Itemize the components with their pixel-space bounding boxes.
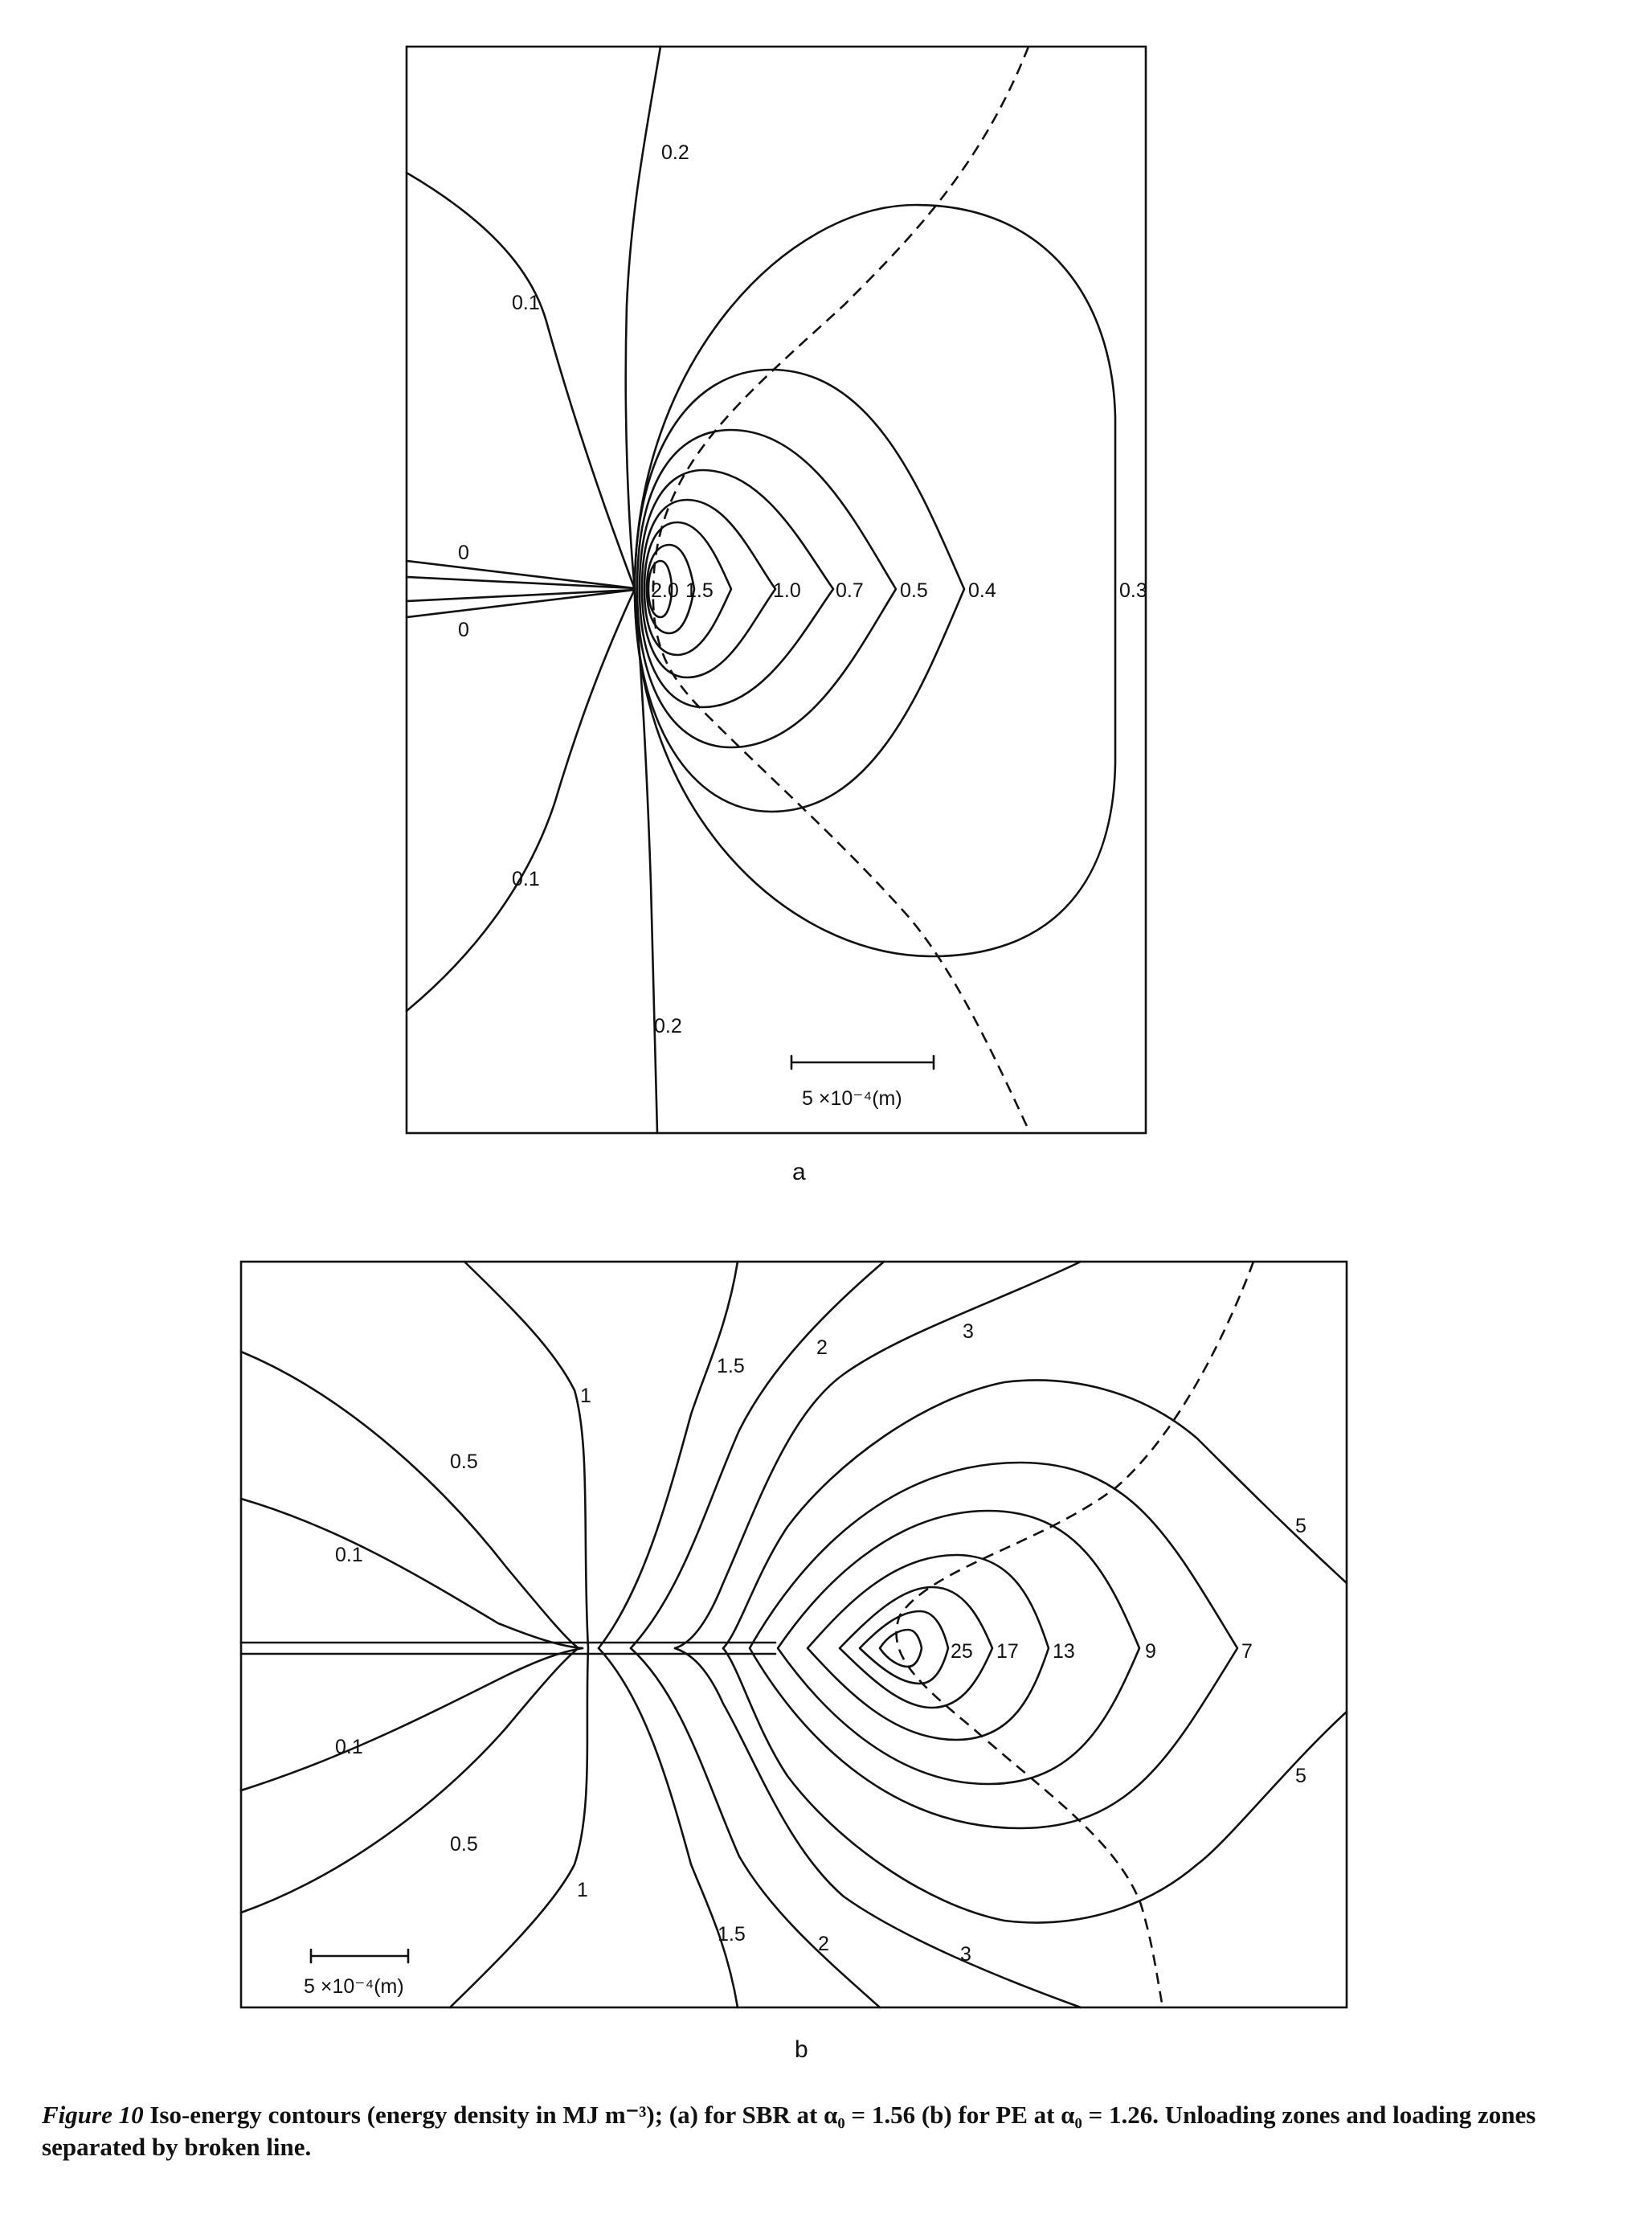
figure-a-label-1.5: 1.5 — [685, 579, 714, 602]
figure-a-contour-0.2-top — [624, 45, 662, 591]
figure-b-frame — [239, 1260, 1348, 2009]
figure-a-scale-label: 5 ×10⁻⁴(m) — [802, 1087, 902, 1110]
figure-b-contour-inner — [878, 1628, 923, 1668]
figure-a-label-2.0: 2.0 — [651, 579, 679, 602]
figure-a-contour-2.0 — [645, 543, 696, 635]
figure-a-contour-0-top — [405, 575, 636, 590]
figure-b: 1 1.5 2 3 0.5 0.1 5 25 17 13 9 7 0.1 0.5… — [239, 1260, 1348, 2063]
figure-b-label-2-top: 2 — [816, 1336, 828, 1359]
caption-figure-label: Figure 10 — [42, 2101, 144, 2129]
figure-b-scale-label: 5 ×10⁻⁴(m) — [304, 1975, 404, 1998]
figure-a-label-0.7: 0.7 — [836, 579, 864, 602]
figure-a-label-0.1-top: 0.1 — [512, 292, 540, 314]
figure-b-contour-1-bottom — [448, 1647, 590, 2009]
figure-a-label-1.0: 1.0 — [773, 579, 801, 602]
figure-b-contour-9 — [776, 1509, 1141, 1786]
figure-b-contour-2-top — [629, 1260, 885, 1650]
figure-b-contour-3-top — [673, 1260, 1082, 1650]
figure-b-contour-25 — [858, 1610, 950, 1685]
figure-a-scale-bar — [790, 1054, 935, 1070]
figure-a-label-0.2-top: 0.2 — [661, 141, 689, 164]
figure-a-label-0.5: 0.5 — [900, 579, 928, 602]
figure-b-contour-0.5-top — [239, 1350, 580, 1650]
figure-a-contour-0.4 — [633, 368, 966, 813]
figure-a-label-0.3: 0.3 — [1119, 579, 1147, 602]
figure-a-crack-bottom — [405, 588, 636, 619]
figure-a-frame — [405, 45, 1147, 1135]
figure-b-label-0.5-top: 0.5 — [450, 1451, 478, 1473]
figure-b-contour-13 — [806, 1553, 1050, 1741]
figure-b-label-17: 17 — [996, 1640, 1019, 1663]
figure-b-label-5-top: 5 — [1295, 1515, 1306, 1537]
figure-b-contour-1.5-top — [597, 1260, 739, 1650]
figure-b-contour-0.1-top — [239, 1497, 584, 1650]
figure-b-contour-7 — [748, 1461, 1239, 1830]
figure-b-label-1-top: 1 — [580, 1385, 591, 1407]
figure-b-label-9: 9 — [1145, 1640, 1156, 1663]
figure-b-broken-line — [895, 1261, 1255, 2008]
figure-a-contour-0.7 — [638, 469, 835, 709]
figure-b-contour-3-bottom — [673, 1647, 1082, 2009]
figure-b-contour-2-bottom — [629, 1647, 881, 2009]
figure-b-label-1.5-top: 1.5 — [717, 1355, 745, 1377]
figure-b-label-2-bottom: 2 — [818, 1933, 829, 1955]
figure-b-label-1-bottom: 1 — [577, 1879, 588, 1901]
figure-a-contour-0.1-bottom — [405, 587, 636, 1013]
figure-b-label-25: 25 — [951, 1640, 973, 1663]
figure-a-contour-0.3 — [633, 203, 1117, 958]
figure-b-label-0.1-bottom: 0.1 — [335, 1736, 363, 1758]
figure-caption: Figure 10 Iso-energy contours (energy de… — [42, 2099, 1609, 2163]
figure-a-contour-1.5 — [643, 521, 733, 657]
figure-b-label-1.5-bottom: 1.5 — [718, 1923, 746, 1946]
figure-b-label-5-bottom: 5 — [1295, 1765, 1306, 1787]
figure-b-contour-5-bottom — [722, 1647, 1348, 1924]
figure-b-crack — [239, 1641, 777, 1655]
figure-a-label-0-top: 0 — [458, 542, 469, 564]
figure-a-crack-top — [405, 559, 636, 590]
figure-a-label-0.2-bottom: 0.2 — [654, 1015, 682, 1037]
caption-text: Iso-energy contours (energy density in M… — [42, 2101, 1536, 2161]
figure-a-contour-1.0 — [640, 498, 777, 679]
figure-a: 0.2 0.1 0 0 2.0 1.5 1.0 0.7 0.5 0.4 0.3 … — [405, 45, 1147, 1185]
figure-b-contour-0.5-bottom — [239, 1647, 580, 1914]
figure-a-contour-0-bottom — [405, 588, 636, 603]
figure-b-contour-1.5-bottom — [597, 1647, 739, 2009]
figure-b-contour-1-top — [463, 1260, 590, 1650]
figure-b-label-3-bottom: 3 — [960, 1943, 971, 1966]
figure-b-label-0.1-top: 0.1 — [335, 1544, 363, 1566]
figure-a-contour-0.1-top — [405, 171, 636, 591]
figure-b-contour-17 — [838, 1586, 994, 1709]
figure-b-label-3-top: 3 — [963, 1320, 974, 1343]
figure-b-label-0.5-bottom: 0.5 — [450, 1833, 478, 1856]
figure-a-contour-0.5 — [636, 428, 898, 749]
figure-b-contour-5-top — [722, 1379, 1348, 1650]
figure-b-label-7: 7 — [1241, 1640, 1253, 1663]
figure-a-label-0.1-bottom: 0.1 — [512, 868, 540, 890]
figure-b-contour-0.1-bottom — [239, 1647, 584, 1792]
figure-b-scale-bar — [309, 1948, 410, 1964]
figure-a-label-0.4: 0.4 — [968, 579, 996, 602]
figure-a-label-0-bottom: 0 — [458, 619, 469, 641]
figure-b-panel-label: b — [795, 2036, 808, 2063]
figure-b-label-13: 13 — [1053, 1640, 1075, 1663]
figure-a-panel-label: a — [792, 1159, 806, 1185]
